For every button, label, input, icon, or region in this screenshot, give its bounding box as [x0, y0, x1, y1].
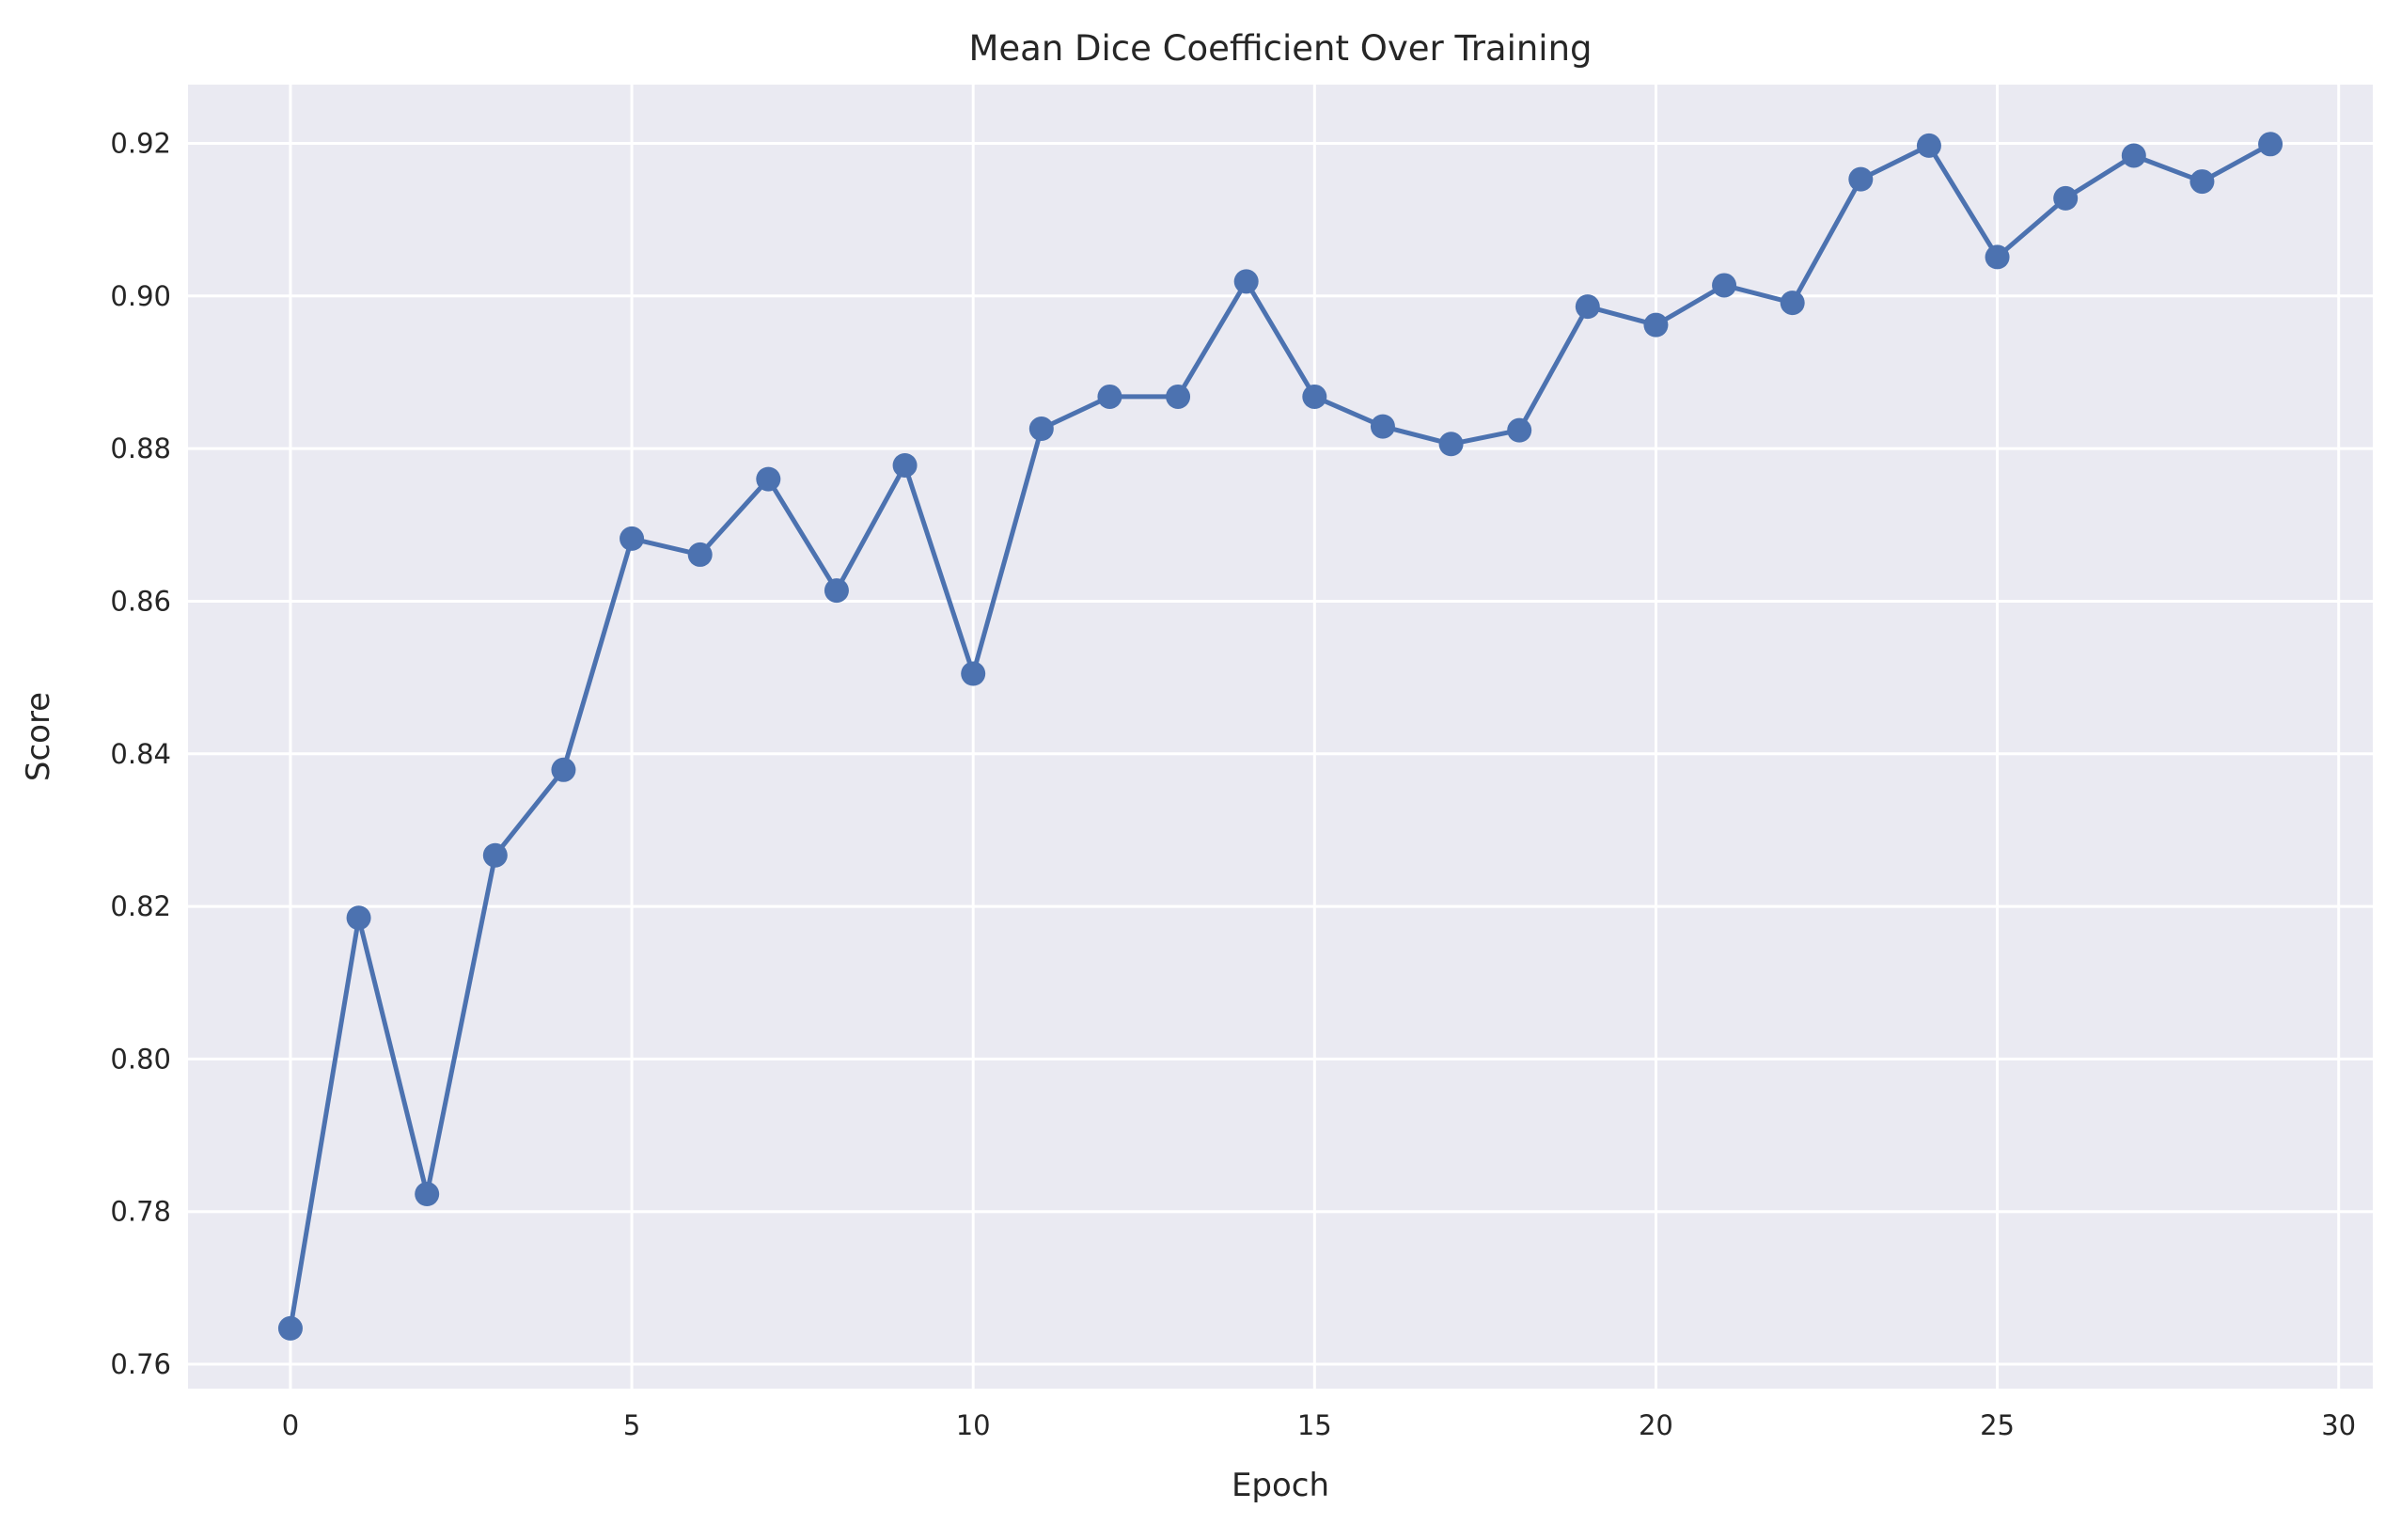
data-point-markers: [277, 132, 2283, 1341]
data-point: [277, 1315, 303, 1341]
data-point: [551, 757, 576, 782]
data-point: [1233, 269, 1259, 294]
x-tick-label: 0: [282, 1409, 299, 1441]
data-point: [1028, 416, 1054, 442]
data-point: [1302, 384, 1327, 409]
data-point: [687, 542, 713, 567]
data-point: [1370, 414, 1395, 439]
data-point: [756, 466, 781, 492]
y-tick-label: 0.90: [110, 280, 171, 312]
data-point: [1575, 294, 1600, 320]
data-point: [2258, 132, 2283, 157]
data-point: [620, 526, 645, 551]
x-tick-label: 25: [1980, 1409, 2015, 1441]
data-point: [824, 578, 849, 604]
data-point: [415, 1182, 440, 1207]
data-point: [1848, 166, 1874, 192]
y-tick-label: 0.84: [110, 738, 171, 770]
x-tick-labels: 0 5 10 15 20 25 30: [282, 1409, 2356, 1441]
data-point: [1916, 133, 1941, 158]
data-point: [1097, 384, 1122, 409]
data-point: [1985, 244, 2010, 270]
x-tick-label: 20: [1639, 1409, 1673, 1441]
y-tick-label: 0.76: [110, 1348, 171, 1380]
data-point: [1780, 291, 1805, 316]
y-tick-label: 0.86: [110, 585, 171, 617]
data-point: [1438, 432, 1464, 457]
y-tick-label: 0.78: [110, 1196, 171, 1228]
x-axis-label: Epoch: [1232, 1467, 1329, 1504]
y-tick-label: 0.80: [110, 1043, 171, 1075]
data-point: [892, 452, 918, 478]
data-point: [1643, 312, 1669, 338]
x-tick-label: 15: [1297, 1409, 1332, 1441]
x-tick-label: 30: [2321, 1409, 2356, 1441]
data-point: [2053, 185, 2079, 211]
series-line: [288, 141, 2273, 1331]
plot-area: [188, 85, 2373, 1389]
chart-title: Mean Dice Coefficient Over Training: [968, 28, 1592, 69]
data-point: [1712, 273, 1737, 298]
data-point: [1166, 384, 1191, 409]
data-point: [961, 661, 986, 686]
y-tick-labels: 0.76 0.78 0.80 0.82 0.84 0.86 0.88 0.90 0.92: [110, 127, 171, 1380]
data-point: [482, 842, 508, 868]
y-tick-label: 0.92: [110, 127, 171, 159]
gridlines: [188, 85, 2373, 1389]
y-tick-label: 0.82: [110, 890, 171, 922]
data-point: [2121, 143, 2146, 168]
x-tick-label: 10: [956, 1409, 991, 1441]
data-point: [346, 905, 371, 931]
x-tick-label: 5: [623, 1409, 640, 1441]
data-point: [2189, 169, 2215, 195]
data-point: [1507, 417, 1532, 443]
y-axis-label: Score: [20, 692, 57, 781]
y-tick-label: 0.88: [110, 432, 171, 464]
